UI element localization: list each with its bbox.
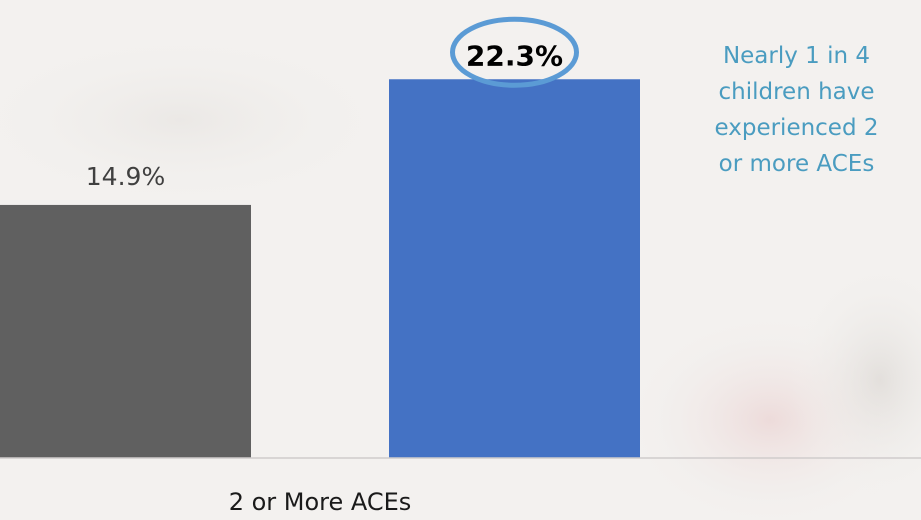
callout-line-2: children have — [718, 79, 875, 105]
callout-line-3: experienced 2 — [714, 115, 879, 141]
x-tick-label: 2 or More ACEs — [229, 488, 412, 516]
data-label-2: 22.3% — [466, 39, 563, 72]
bar-2 — [389, 79, 640, 458]
data-label-1: 14.9% — [86, 162, 165, 191]
callout-line-4: or more ACEs — [718, 151, 875, 177]
highlight-circle — [450, 16, 579, 88]
callout-line-1: Nearly 1 in 4 — [722, 43, 871, 69]
bar-1 — [0, 204, 251, 458]
callout-text: Nearly 1 in 4 children have experienced … — [672, 38, 921, 182]
